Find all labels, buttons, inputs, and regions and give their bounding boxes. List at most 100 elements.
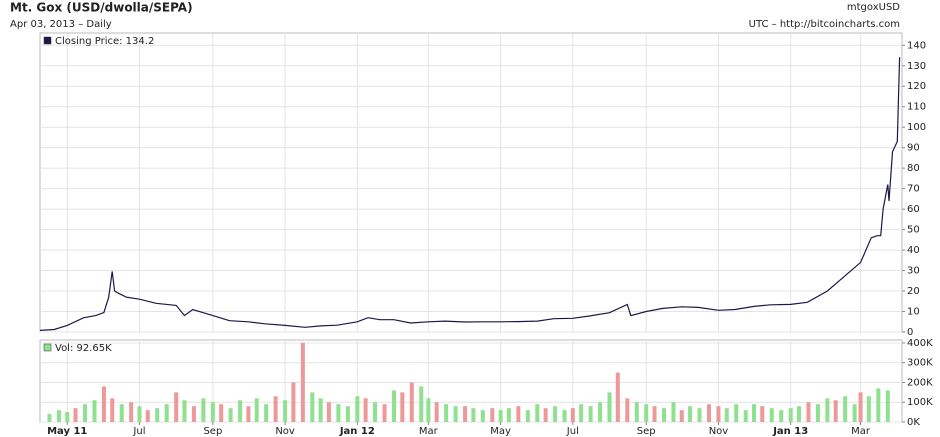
volume-bar: [300, 342, 305, 422]
volume-bar: [246, 406, 251, 422]
x-tick-label: Mar: [419, 426, 439, 437]
volume-bar: [652, 406, 657, 422]
y-tick-label: 0: [907, 327, 913, 338]
volume-bar: [796, 406, 801, 422]
volume-bar: [876, 388, 881, 422]
volume-bar: [760, 406, 765, 422]
y-tick-label: 60: [907, 204, 920, 215]
y-tick-label: 90: [907, 143, 920, 154]
volume-bar: [110, 398, 115, 422]
volume-bar: [191, 406, 196, 422]
x-tick-label: Jan 12: [339, 426, 375, 437]
x-tick-label: Nov: [709, 426, 729, 437]
volume-bar: [444, 404, 449, 422]
y-tick-label: 50: [907, 225, 920, 236]
y-tick-label: 140: [907, 40, 926, 51]
volume-bar: [480, 410, 485, 422]
y-tick-label: 0K: [907, 417, 920, 428]
legend-label: Closing Price: 134.2: [55, 36, 154, 47]
volume-bar: [373, 402, 378, 422]
volume-bar: [336, 404, 341, 422]
volume-bar: [788, 408, 793, 422]
volume-bar: [706, 404, 711, 422]
volume-bar: [355, 396, 360, 422]
volume-bar: [101, 386, 106, 422]
volume-bar: [174, 392, 179, 422]
legend-swatch: [43, 36, 52, 45]
volume-bar: [885, 390, 890, 422]
chart-title: Mt. Gox (USD/dwolla/SEPA): [10, 1, 193, 15]
volume-bar: [751, 404, 756, 422]
volume-bar: [291, 382, 296, 422]
price-line: [39, 57, 901, 331]
volume-bar: [392, 390, 397, 422]
x-tick-label: Sep: [637, 426, 656, 437]
y-tick-label: 40: [907, 245, 920, 256]
volume-bar: [382, 404, 387, 422]
volume-bar: [498, 410, 503, 422]
volume-bar: [543, 408, 548, 422]
volume-bar: [65, 412, 70, 422]
x-tick-label: Nov: [275, 426, 295, 437]
volume-bar: [201, 398, 206, 422]
volume-bar: [119, 404, 124, 422]
volume-bar: [724, 408, 729, 422]
volume-bar: [553, 406, 558, 422]
volume-bar: [47, 414, 52, 422]
volume-bar: [92, 400, 97, 422]
legend-swatch: [43, 343, 52, 352]
volume-bar: [716, 406, 721, 422]
volume-bar: [598, 402, 603, 422]
volume-bar: [579, 404, 584, 422]
volume-bar: [264, 404, 269, 422]
volume-bar: [56, 410, 61, 422]
volume-bar: [326, 402, 331, 422]
volume-bar: [562, 410, 567, 422]
volume-bar: [588, 406, 593, 422]
volume-bar: [409, 382, 414, 422]
volume-bar: [697, 408, 702, 422]
volume-bar: [634, 402, 639, 422]
y-tick-label: 130: [907, 61, 926, 72]
volume-bar: [145, 410, 150, 422]
y-tick-label: 400K: [907, 338, 933, 349]
volume-bar: [806, 402, 811, 422]
x-tick-label: Jul: [566, 426, 579, 437]
volume-bar: [570, 408, 575, 422]
note: UTC – http://bitcoincharts.com: [749, 19, 900, 30]
volume-bar: [164, 404, 169, 422]
volume-bar: [858, 392, 863, 422]
volume-bar: [671, 402, 676, 422]
volume-bar: [525, 410, 530, 422]
source: mtgoxUSD: [847, 2, 900, 13]
volume-bar: [82, 404, 87, 422]
volume-bar: [426, 398, 431, 422]
volume-bar: [219, 404, 224, 422]
volume-bar: [688, 406, 693, 422]
y-tick-label: 300K: [907, 358, 933, 369]
volume-bar: [490, 408, 495, 422]
y-tick-label: 10: [907, 307, 920, 318]
y-tick-label: 100: [907, 122, 926, 133]
volume-bar: [210, 402, 215, 422]
volume-bar: [852, 404, 857, 422]
volume-bar: [182, 400, 187, 422]
volume-bar: [843, 396, 848, 422]
volume-bar: [363, 398, 368, 422]
volume-bar: [254, 398, 259, 422]
volume-bar: [743, 410, 748, 422]
volume-bar: [679, 410, 684, 422]
volume-bar: [400, 392, 405, 422]
y-tick-label: 120: [907, 81, 926, 92]
volume-bar: [453, 406, 458, 422]
volume-bar: [73, 408, 78, 422]
volume-bar: [283, 400, 288, 422]
x-tick-label: Jul: [132, 426, 145, 437]
volume-bar: [345, 406, 350, 422]
volume-bar: [815, 404, 820, 422]
x-tick-label: Sep: [203, 426, 222, 437]
volume-bar: [662, 408, 667, 422]
volume-bar: [137, 406, 142, 422]
legend-label: Vol: 92.65K: [55, 343, 112, 354]
